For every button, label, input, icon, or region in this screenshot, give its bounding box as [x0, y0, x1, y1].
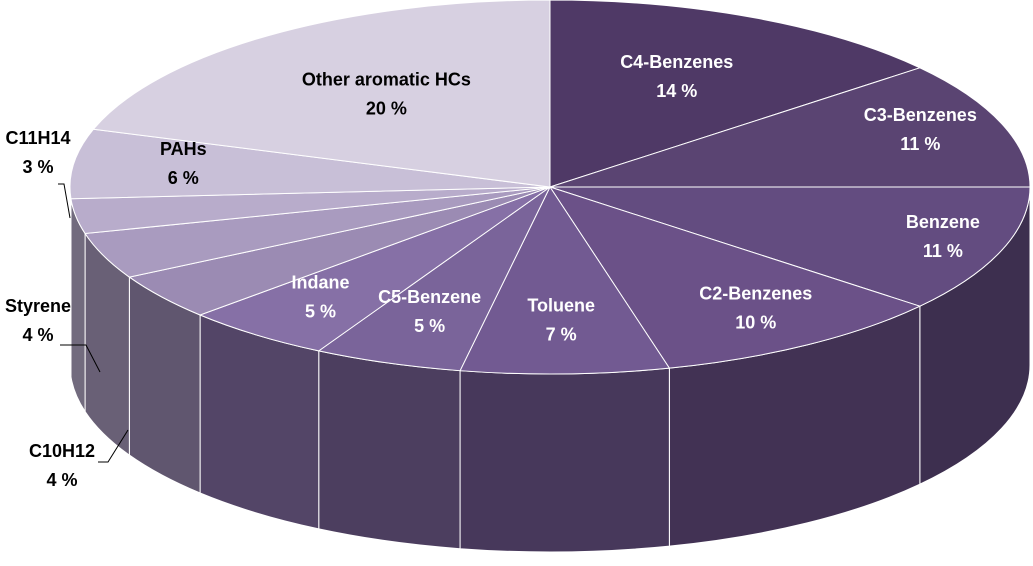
leader-line-c10h12 [98, 429, 129, 463]
pie-slices [69, 0, 1031, 375]
slice-label-c10h12: C10H12 [29, 441, 95, 461]
slice-pahs [69, 128, 551, 200]
slice-value-c11h14: 3 % [22, 157, 53, 177]
slice-side-toluene [459, 367, 670, 553]
slice-c3-benzenes [549, 67, 1031, 188]
slice-toluene [459, 185, 671, 375]
slice-label-styrene: Styrene [5, 296, 71, 316]
slice-c2-benzenes [548, 186, 922, 369]
slice-label-c3-benzenes: C3-Benzenes [864, 105, 977, 125]
slice-label-pahs: PAHs [160, 139, 207, 159]
slice-value-toluene: 7 % [546, 324, 577, 344]
slice-label-toluene: Toluene [527, 295, 595, 315]
slice-other-aromatic-hcs [92, 0, 551, 188]
leader-line-c11h14 [58, 183, 71, 219]
slice-label-c11h14: C11H14 [5, 128, 70, 148]
slice-label-c5-benzene: C5-Benzene [378, 287, 481, 307]
slice-label-other-aromatic-hcs: Other aromatic HCs [302, 69, 471, 89]
slice-labels: C4-Benzenes 14 % C3-Benzenes 11 % Benzene 11 … [5, 52, 980, 490]
slice-value-c5-benzene: 5 % [414, 316, 445, 336]
slice-value-c3-benzenes: 11 % [900, 134, 940, 154]
slice-c4-benzenes [549, 0, 922, 188]
slice-label-c2-benzenes: C2-Benzenes [699, 283, 812, 303]
slice-label-c4-benzenes: C4-Benzenes [620, 52, 733, 72]
slice-label-indane: Indane [292, 272, 350, 292]
slice-value-other-aromatic-hcs: 20 % [366, 98, 407, 118]
leader-lines [58, 183, 129, 463]
slice-value-benzene: 11 % [923, 241, 963, 261]
slice-benzene [549, 186, 1031, 307]
slice-value-pahs: 6 % [168, 168, 199, 188]
slice-label-benzene: Benzene [906, 212, 980, 232]
slice-value-c10h12: 4 % [46, 470, 77, 490]
slice-value-indane: 5 % [305, 301, 336, 321]
slice-value-c2-benzenes: 10 % [735, 312, 776, 332]
leader-line-styrene [60, 344, 101, 373]
slice-value-c4-benzenes: 14 % [656, 81, 697, 101]
slice-side-pahs [69, 186, 72, 377]
slice-c5-benzene [317, 186, 551, 372]
slice-value-styrene: 4 % [22, 325, 53, 345]
slice-indane [198, 186, 551, 352]
slice-side-c5-benzene [318, 350, 461, 550]
